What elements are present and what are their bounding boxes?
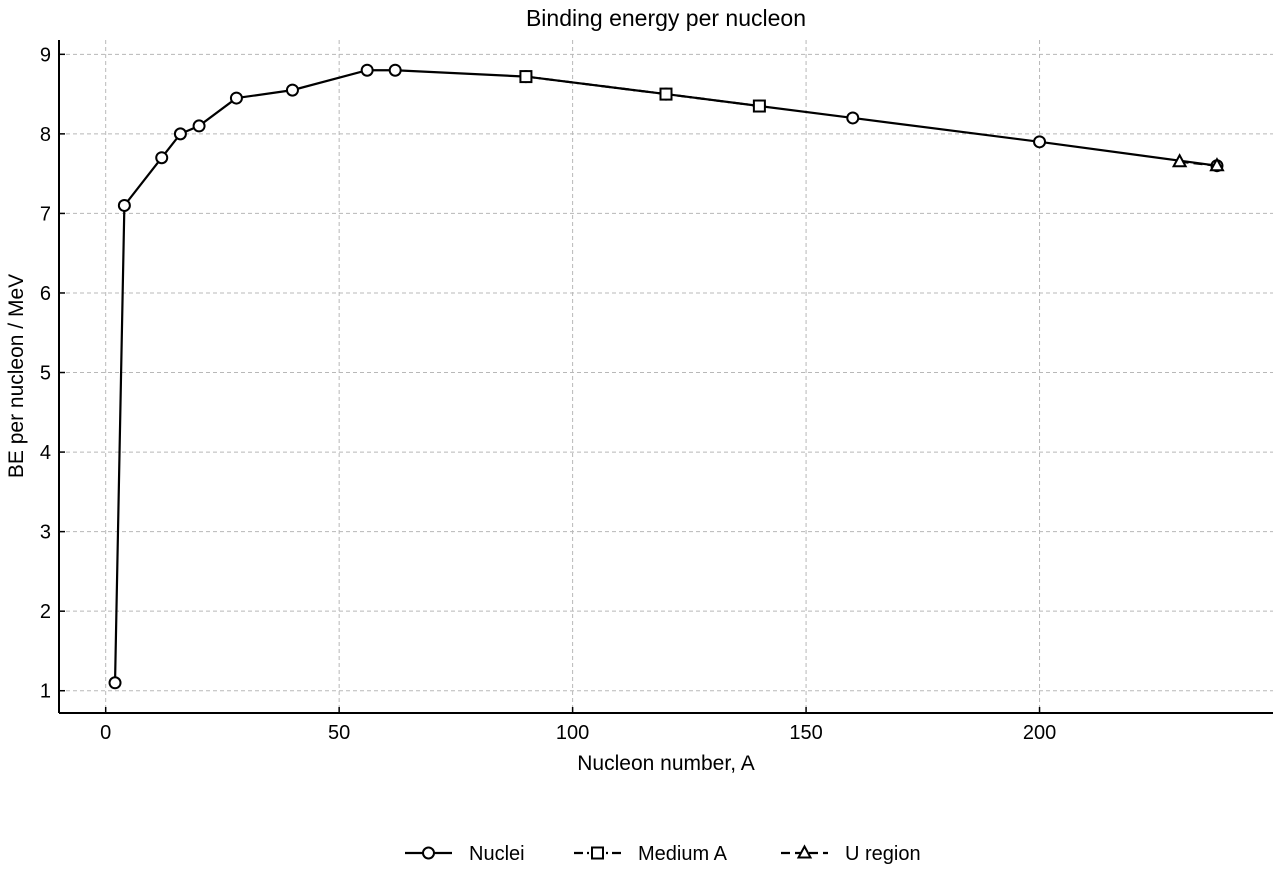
y-tick-label: 6	[40, 283, 51, 305]
legend-label: Medium A	[638, 843, 728, 865]
x-tick-label: 150	[789, 722, 822, 744]
data-point-circle	[117, 198, 131, 212]
legend-marker-triangle	[796, 844, 813, 859]
series-u-region	[1171, 153, 1225, 172]
y-tick-label: 3	[40, 522, 51, 544]
data-point-triangle	[1209, 157, 1225, 172]
data-point-circle	[285, 83, 299, 97]
data-point-square	[659, 87, 673, 101]
x-tick-label: 100	[556, 722, 589, 744]
axes	[58, 40, 1273, 714]
y-axis-label: BE per nucleon / MeV	[5, 274, 28, 478]
data-point-circle	[1033, 135, 1047, 149]
data-point-circle	[108, 676, 122, 690]
legend-item-nuclei: Nuclei	[405, 843, 525, 865]
legend-marker-circle	[422, 846, 435, 860]
y-tick-label: 1	[40, 681, 51, 703]
y-tick-label: 5	[40, 363, 51, 385]
legend-marker-square	[591, 846, 604, 860]
legend-item-medium-a: Medium A	[574, 843, 728, 865]
grid-lines	[59, 40, 1273, 713]
legend-item-u-region: U region	[781, 843, 921, 865]
y-tick-label: 9	[40, 44, 51, 66]
data-point-triangle	[1171, 153, 1188, 168]
x-tick-label: 200	[1023, 722, 1056, 744]
data-point-circle	[229, 91, 243, 105]
legend: Nuclei Medium A U region	[405, 843, 921, 865]
y-tick-label: 4	[40, 442, 51, 464]
y-tick-label: 8	[40, 124, 51, 146]
x-tick-label: 50	[328, 722, 350, 744]
series-medium-a	[519, 70, 766, 113]
data-point-square	[752, 99, 766, 113]
x-axis-label: Nucleon number, A	[577, 752, 754, 775]
chart-title: Binding energy per nucleon	[526, 5, 806, 31]
series-line	[1179, 160, 1218, 167]
data-point-circle	[846, 111, 860, 125]
series-layer	[108, 63, 1225, 690]
y-tick-label: 2	[40, 601, 51, 623]
x-tick-label: 0	[100, 722, 111, 744]
tick-labels: 0 50 100 150 200 1 2 3 4 5 6 7 8 9	[40, 44, 1056, 744]
series-line	[113, 69, 1218, 683]
series-nuclei	[108, 63, 1224, 690]
data-point-circle	[192, 119, 206, 133]
data-point-circle	[360, 63, 374, 77]
data-point-square	[519, 70, 533, 84]
y-tick-label: 7	[40, 203, 51, 225]
data-point-circle	[173, 127, 187, 141]
legend-label: U region	[845, 843, 921, 865]
legend-label: Nuclei	[469, 843, 525, 865]
data-point-circle	[388, 63, 402, 77]
data-point-circle	[155, 151, 169, 165]
